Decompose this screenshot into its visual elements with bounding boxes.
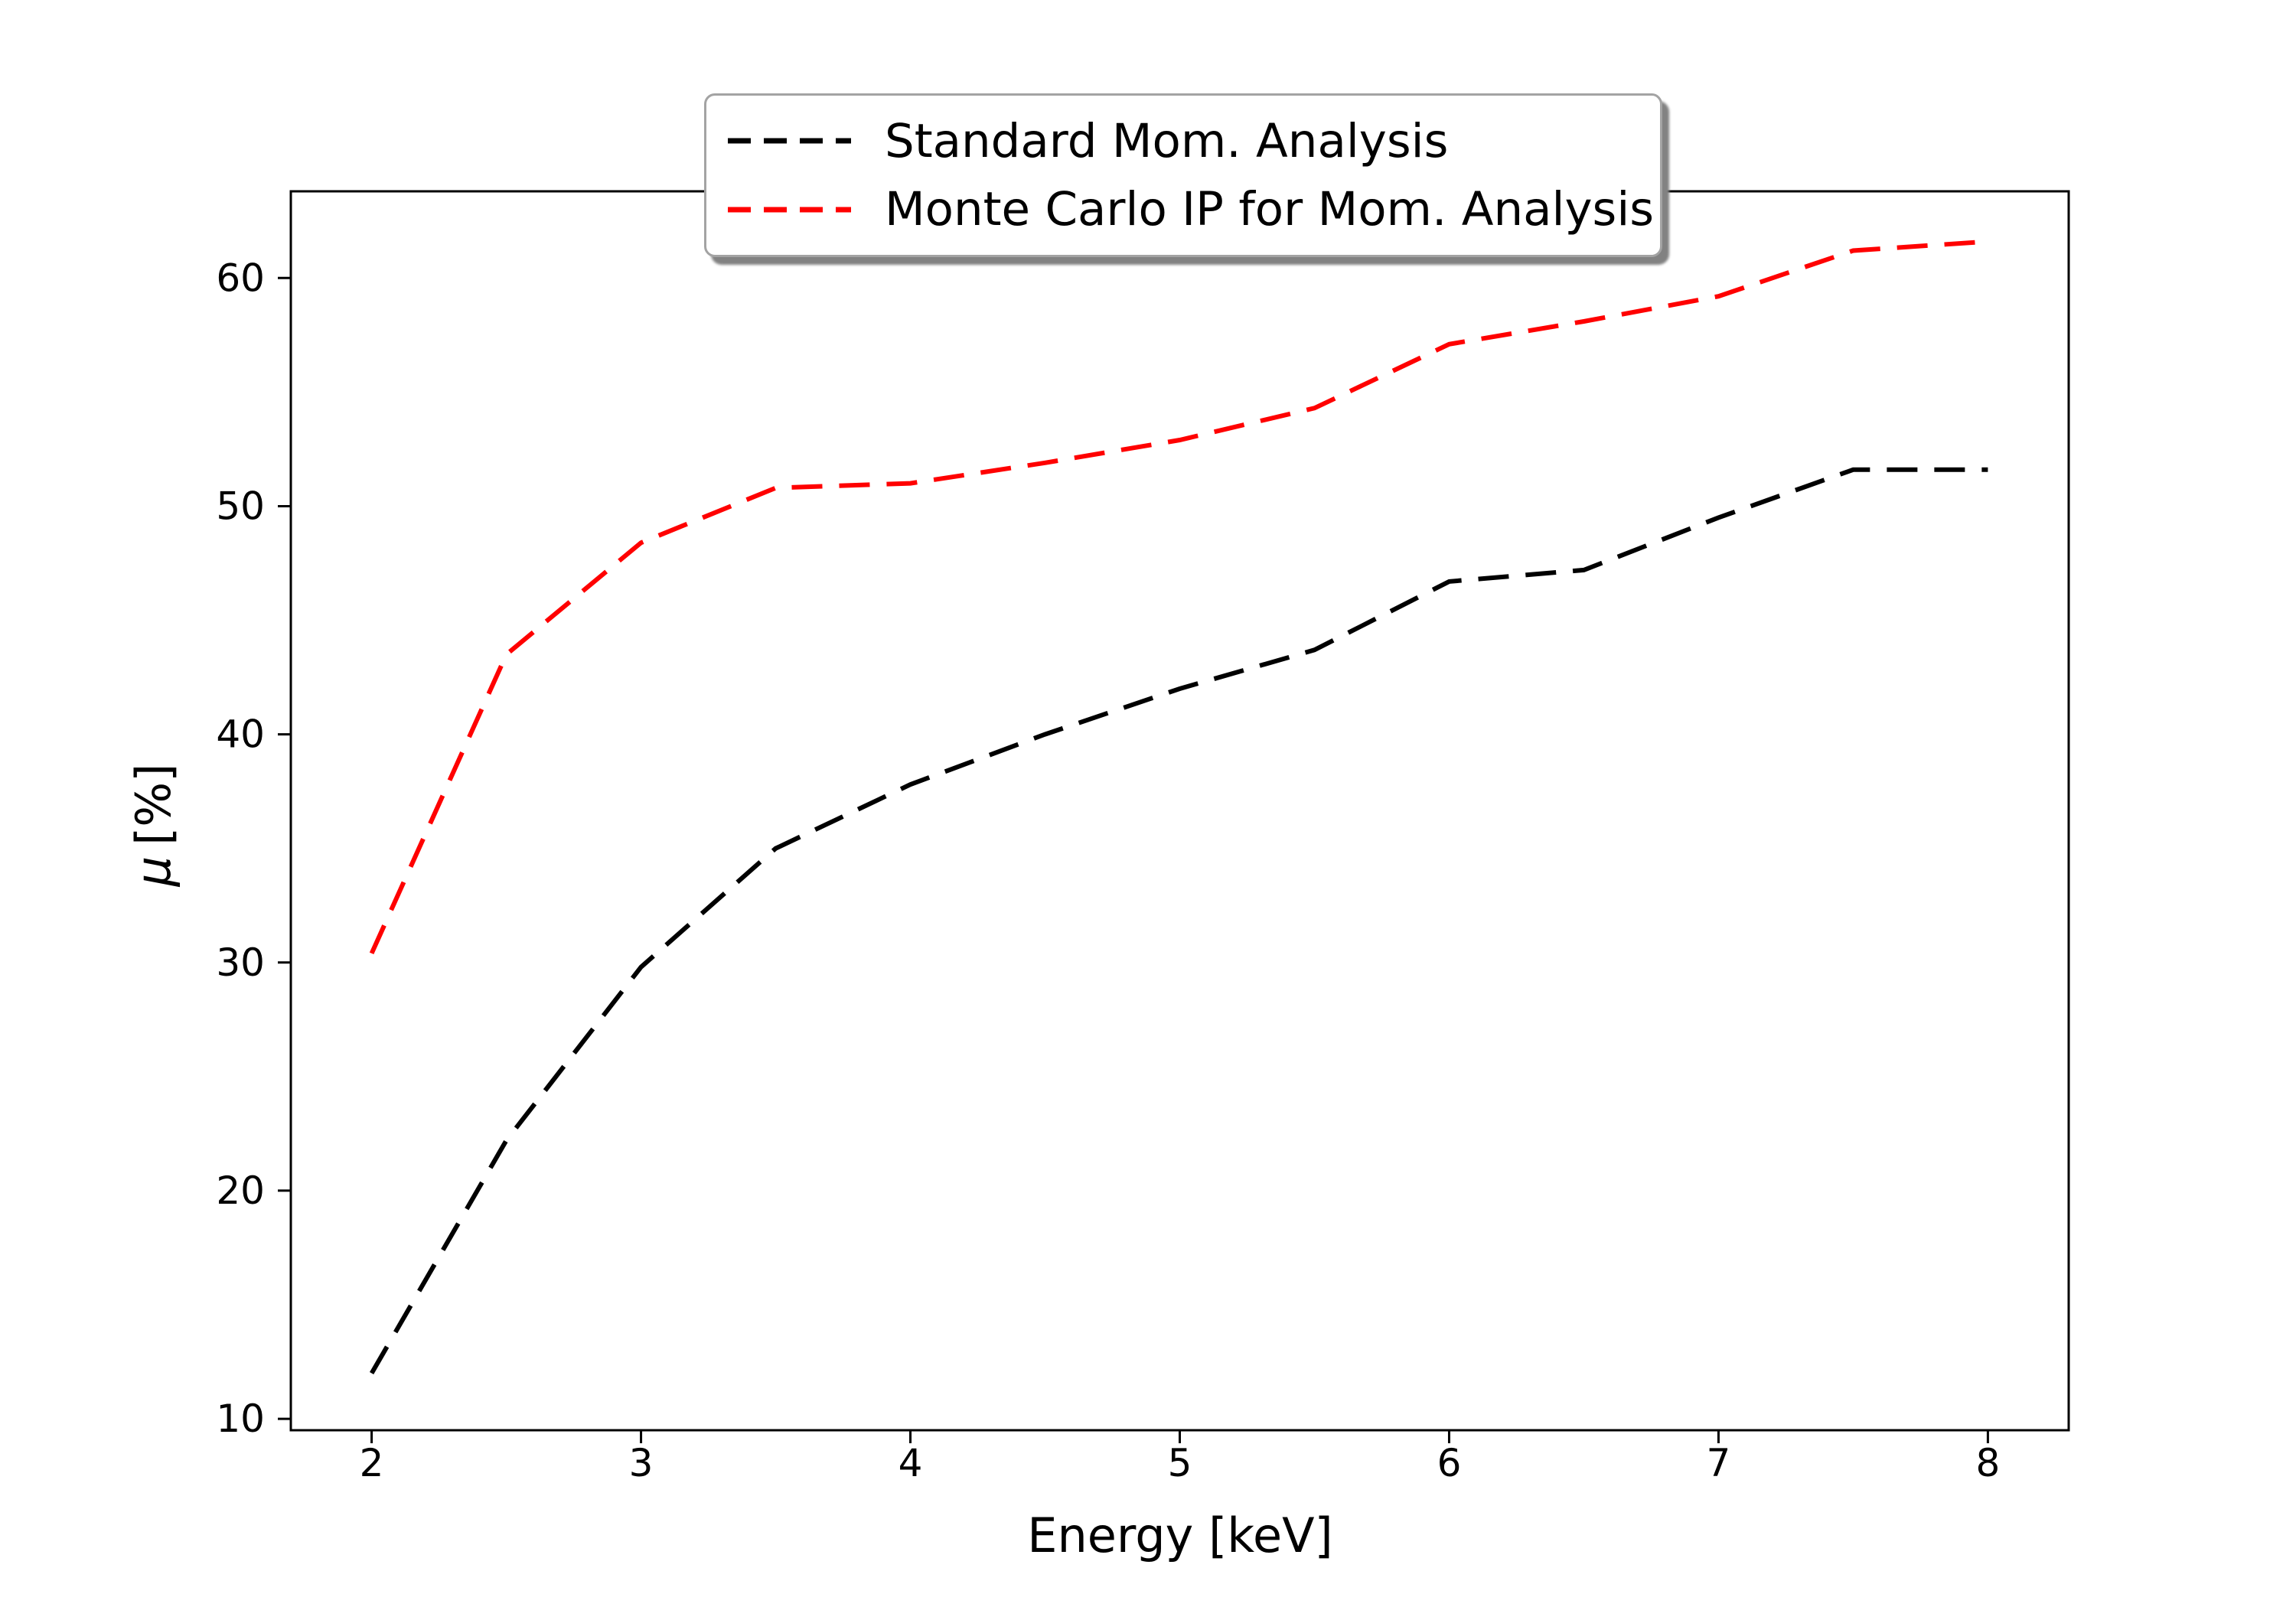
legend-dash-swatch-monte-carlo <box>728 207 851 213</box>
legend-label-monte-carlo: Monte Carlo IP for Mom. Analysis <box>885 182 1655 237</box>
x-axis-label: Energy [keV] <box>1027 1508 1332 1563</box>
x-tick-label: 8 <box>1976 1441 2001 1485</box>
y-tick-label: 20 <box>216 1169 265 1213</box>
y-tick-label: 40 <box>216 712 265 757</box>
y-axis-label-unit: [%] <box>126 764 181 846</box>
y-axis-label: μ [%] <box>126 764 181 888</box>
y-tick-label: 10 <box>216 1397 265 1441</box>
y-axis-label-symbol: μ <box>126 856 181 887</box>
y-tick-label: 50 <box>216 484 265 528</box>
legend-label-standard: Standard Mom. Analysis <box>885 113 1449 168</box>
y-tick-label: 30 <box>216 940 265 985</box>
legend: Standard Mom. Analysis Monte Carlo IP fo… <box>704 93 1662 257</box>
series-line-monte-carlo-ip-for-mom-analysis <box>369 239 1988 955</box>
x-tick-label: 3 <box>629 1441 654 1485</box>
legend-dash-swatch-standard <box>728 138 851 144</box>
legend-item-standard: Standard Mom. Analysis <box>726 118 1660 165</box>
y-tick-label: 60 <box>216 256 265 300</box>
x-tick-label: 6 <box>1437 1441 1462 1485</box>
x-tick-label: 4 <box>899 1441 923 1485</box>
x-tick-label: 7 <box>1707 1441 1731 1485</box>
plot-border <box>289 190 2070 1432</box>
ticks-layer: 2 3 4 5 6 7 8 10 20 30 40 50 60 <box>216 256 2000 1485</box>
legend-item-monte-carlo: Monte Carlo IP for Mom. Analysis <box>726 186 1660 233</box>
series-layer <box>369 239 1988 1375</box>
series-line-standard-mom-analysis <box>370 467 1988 1375</box>
x-tick-label: 5 <box>1168 1441 1192 1485</box>
x-tick-label: 2 <box>360 1441 384 1485</box>
